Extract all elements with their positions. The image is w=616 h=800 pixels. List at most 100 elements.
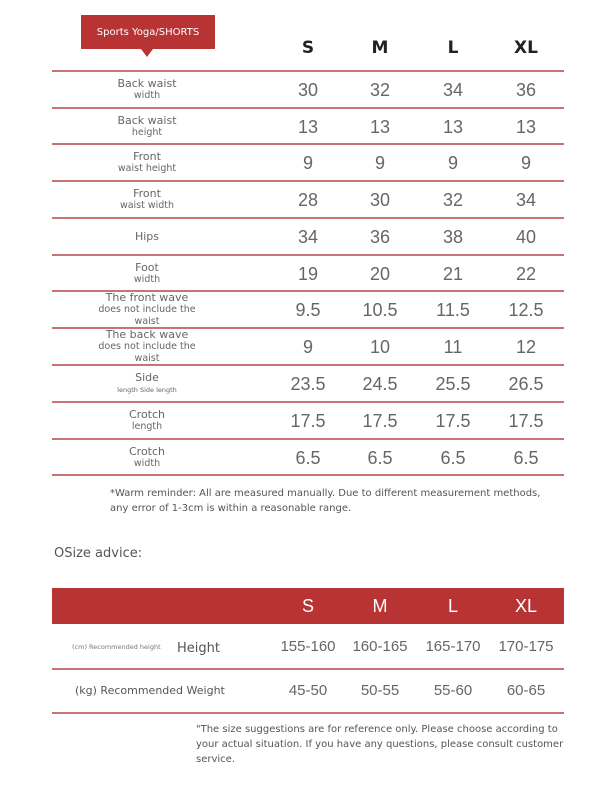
row-label-main: Side	[135, 370, 159, 384]
value-s: 13	[297, 117, 319, 137]
divider	[52, 712, 564, 714]
row-label-sub: height	[131, 126, 163, 138]
value-xl: 17.5	[508, 411, 544, 431]
weight-l: 55-60	[433, 682, 473, 699]
value-xl: 12	[515, 337, 537, 357]
value-xl: 9	[520, 153, 531, 173]
row-label-main: Back waist	[117, 113, 177, 127]
value-m: 17.5	[362, 411, 398, 431]
row-label: Front waist width	[87, 182, 207, 217]
size-header-m: M	[371, 38, 389, 58]
row-label-main: Crotch	[128, 444, 166, 458]
height-m: 160-165	[352, 638, 408, 655]
weight-m: 50-55	[360, 682, 400, 699]
table-row: Front waist height 9 9 9 9	[52, 145, 564, 180]
divider	[52, 290, 564, 292]
row-label-sub: length Side length	[117, 385, 177, 394]
value-m: 24.5	[362, 374, 398, 394]
value-l: 25.5	[435, 374, 471, 394]
value-s: 30	[297, 80, 319, 100]
table-row: Side length Side length 23.5 24.5 25.5 26.5	[52, 366, 564, 401]
row-label: Side length Side length	[87, 366, 207, 401]
row-label-sub: does not include the waist	[98, 303, 196, 327]
advice-size-l: L	[447, 596, 458, 616]
chart-title: Sports Yoga/SHORTS	[96, 26, 200, 38]
advice-size-s: S	[301, 596, 314, 616]
table-row: The front wave does not include the waist…	[52, 290, 564, 327]
value-xl: 22	[515, 264, 537, 284]
table-row: Foot width 19 20 21 22	[52, 256, 564, 291]
weight-s: 45-50	[288, 682, 328, 699]
divider	[52, 668, 564, 670]
value-s: 28	[297, 190, 319, 210]
row-label: Foot width	[87, 256, 207, 291]
table-row: Crotch length 17.5 17.5 17.5 17.5	[52, 403, 564, 438]
value-xl: 34	[515, 190, 537, 210]
warm-reminder: *Warm reminder: All are measured manuall…	[110, 488, 541, 514]
value-l: 9	[447, 153, 458, 173]
weight-label: (kg) Recommended Weight	[75, 684, 225, 697]
value-xl: 26.5	[508, 374, 544, 394]
chart-title-badge: Sports Yoga/SHORTS	[81, 15, 215, 49]
size-header-l: L	[447, 38, 459, 58]
height-sublabel: (cm) Recommended height	[72, 643, 161, 651]
row-label-sub: length	[131, 420, 163, 432]
height-label: Height	[177, 641, 220, 656]
row-label-sub: width	[133, 457, 161, 469]
value-m: 9	[374, 153, 385, 173]
value-xl: 6.5	[513, 448, 539, 468]
size-header-s: S	[301, 38, 315, 58]
row-label-main: Hips	[134, 229, 160, 243]
height-s: 155-160	[280, 638, 336, 655]
divider	[52, 474, 564, 476]
value-xl: 13	[515, 117, 537, 137]
height-l: 165-170	[425, 638, 481, 655]
divider	[52, 70, 564, 72]
row-label-main: Crotch	[128, 407, 166, 421]
divider	[52, 180, 564, 182]
divider	[52, 327, 564, 329]
row-label: Back waist height	[87, 109, 207, 144]
value-s: 23.5	[290, 374, 326, 394]
divider	[52, 254, 564, 256]
row-label-main: Foot	[135, 260, 159, 274]
divider	[52, 438, 564, 440]
row-label: Back waist width	[87, 72, 207, 107]
row-label: Front waist height	[87, 145, 207, 180]
table-row: Hips 34 36 38 40	[52, 219, 564, 254]
row-label: The front wave does not include the waist	[87, 290, 207, 327]
value-l: 17.5	[435, 411, 471, 431]
value-m: 6.5	[367, 448, 393, 468]
value-xl: 12.5	[508, 300, 544, 320]
row-label-main: Front	[133, 149, 161, 163]
row-label-main: The front wave	[105, 290, 189, 304]
row-label: Crotch length	[87, 403, 207, 438]
value-s: 17.5	[290, 411, 326, 431]
value-s: 9	[302, 337, 313, 357]
value-m: 32	[369, 80, 391, 100]
value-xl: 40	[515, 227, 537, 247]
weight-xl: 60-65	[506, 682, 546, 699]
row-label-sub: width	[133, 273, 161, 285]
value-l: 38	[442, 227, 464, 247]
divider	[52, 217, 564, 219]
table-row: Back waist height 13 13 13 13	[52, 109, 564, 144]
value-s: 6.5	[295, 448, 321, 468]
row-label-main: The back wave	[105, 327, 189, 341]
value-m: 20	[369, 264, 391, 284]
value-l: 11.5	[436, 300, 470, 320]
advice-header-bar: S M L XL	[52, 588, 564, 624]
value-l: 11	[443, 337, 463, 357]
value-s: 34	[297, 227, 319, 247]
size-advice-title: OSize advice:	[54, 546, 143, 561]
value-l: 6.5	[440, 448, 466, 468]
row-label-sub: does not include the waist	[98, 340, 196, 364]
advice-size-xl: XL	[514, 596, 538, 616]
row-label-main: Front	[133, 186, 161, 200]
height-xl: 170-175	[498, 638, 554, 655]
value-m: 10	[369, 337, 391, 357]
advice-size-m: M	[372, 596, 388, 616]
size-advice-note: "The size suggestions are for reference …	[196, 724, 564, 765]
row-label-sub: waist height	[117, 162, 177, 174]
divider	[52, 143, 564, 145]
